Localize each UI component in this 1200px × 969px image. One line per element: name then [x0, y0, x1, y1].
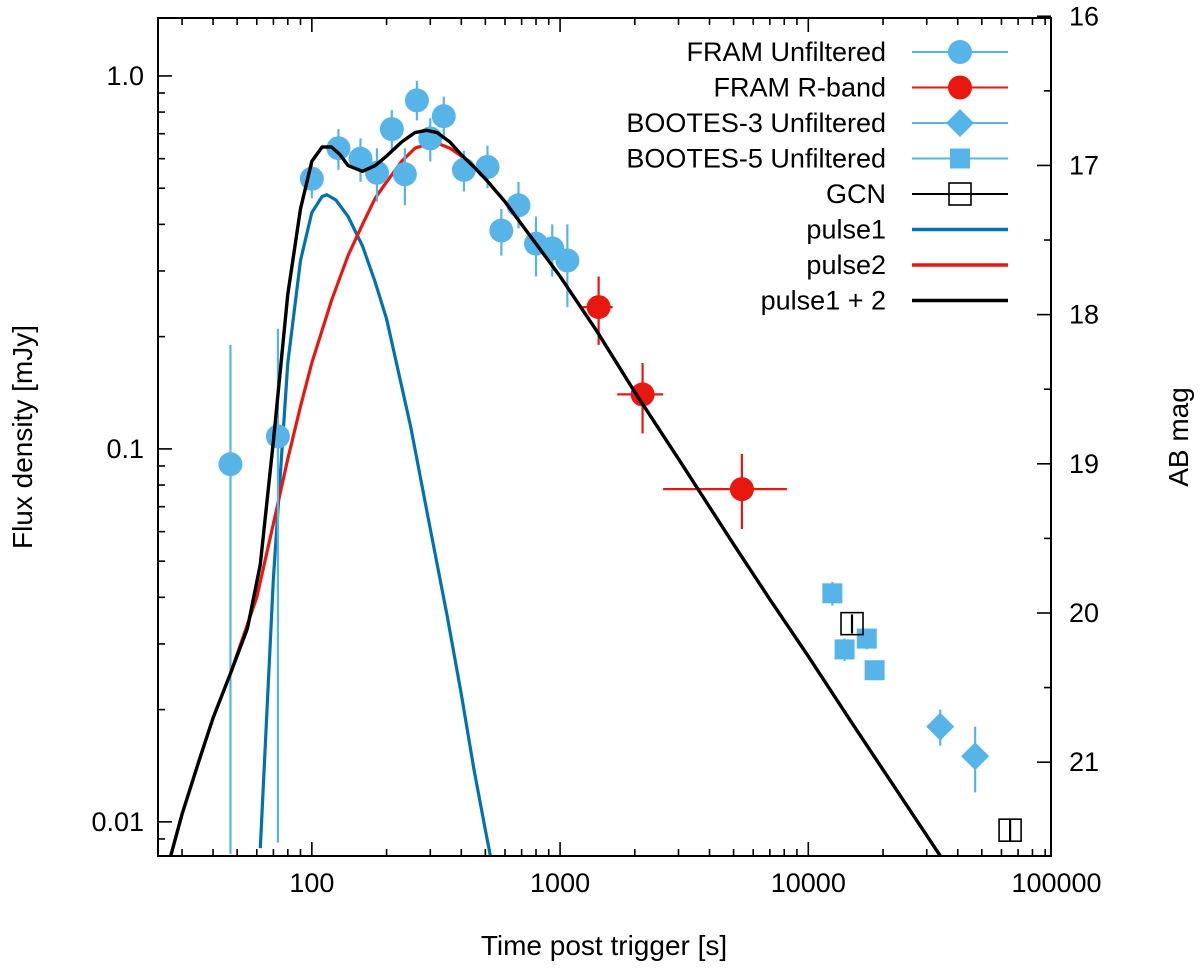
legend-label: FRAM Unfiltered [686, 37, 886, 67]
y2-axis-title: AB mag [1163, 387, 1194, 487]
axis-ticks [158, 15, 1051, 856]
legend-label: pulse1 [806, 215, 886, 245]
legend-label: FRAM R-band [713, 73, 886, 103]
data-point-fram-unfiltered [218, 452, 243, 477]
data-point-bootes-3-unfiltered [961, 742, 990, 771]
y-tick-label: 0.1 [106, 434, 144, 464]
data-point-fram-r-band [586, 295, 611, 320]
legend-marker-sample [948, 75, 972, 100]
legend-entry-fram-r-band: FRAM R-band [713, 73, 1008, 103]
y2-tick-label: 21 [1069, 747, 1099, 777]
x-tick-label: 100 [289, 868, 334, 898]
data-point-fram-unfiltered [431, 104, 456, 129]
data-point-fram-unfiltered [475, 154, 500, 179]
y2-tick-label: 20 [1069, 598, 1099, 628]
legend-entry-pulse1: pulse1 [806, 215, 1008, 245]
data-point-fram-unfiltered [555, 248, 580, 273]
data-point-bootes-5-unfiltered [856, 628, 877, 649]
data-point-fram-unfiltered [451, 157, 476, 182]
data-point-fram-unfiltered [299, 166, 324, 191]
legend-label: GCN [826, 179, 886, 209]
data-point-fram-unfiltered [326, 136, 351, 161]
legend-entry-bootes-5-unfiltered: BOOTES-5 Unfiltered [626, 144, 1008, 174]
legend-marker-sample [950, 148, 970, 169]
legend: FRAM Unfiltered FRAM R-band BOOTES-3 Unfil… [626, 37, 1008, 316]
legend-entry-fram-unfiltered: FRAM Unfiltered [686, 37, 1008, 67]
legend-entry-bootes-3-unfiltered: BOOTES-3 Unfiltered [626, 108, 1008, 138]
legend-label: BOOTES-3 Unfiltered [626, 108, 886, 138]
legend-marker-sample [946, 109, 974, 137]
data-point-fram-unfiltered [379, 117, 404, 142]
legend-marker-sample [948, 40, 972, 64]
y-tick-label: 0.01 [91, 807, 144, 837]
legend-label: BOOTES-5 Unfiltered [626, 144, 886, 174]
legend-entry-pulse1-2: pulse1 + 2 [761, 286, 1008, 316]
data-point-fram-r-band [630, 382, 655, 407]
y2-tick-label: 17 [1069, 150, 1099, 180]
x-axis-title: Time post trigger [s] [481, 930, 727, 961]
data-point-bootes-5-unfiltered [834, 639, 855, 660]
y-tick-label: 1.0 [106, 61, 144, 91]
plot-area [169, 80, 1022, 856]
y2-tick-label: 16 [1069, 1, 1099, 31]
y2-tick-label: 19 [1069, 449, 1099, 479]
data-point-fram-r-band [729, 477, 754, 502]
data-point-fram-unfiltered [392, 162, 417, 187]
y2-tick-label: 18 [1069, 300, 1099, 330]
legend-entry-pulse2: pulse2 [806, 250, 1008, 280]
x-tick-label: 100000 [1011, 868, 1101, 898]
data-point-bootes-5-unfiltered [822, 583, 843, 604]
series-line-pulse1-plus-2 [169, 128, 943, 856]
data-point-gcn [840, 611, 864, 636]
legend-marker-sample [948, 182, 972, 206]
data-point-bootes-5-unfiltered [864, 660, 885, 681]
data-point-fram-unfiltered [404, 88, 429, 113]
data-point-fram-unfiltered [265, 424, 290, 449]
x-tick-label: 1000 [530, 868, 590, 898]
data-point-bootes-3-unfiltered [926, 712, 955, 741]
data-point-gcn [998, 818, 1022, 842]
legend-label: pulse2 [806, 250, 886, 280]
tick-labels: 100 1000 10000 100000 0.01 0.1 1.0 16 17 18 19 20 21 [91, 1, 1101, 898]
series-line-pulse1 [258, 193, 493, 856]
legend-label: pulse1 + 2 [761, 286, 886, 316]
legend-entry-gcn: GCN [826, 179, 1008, 209]
data-point-fram-unfiltered [506, 193, 531, 218]
data-point-fram-unfiltered [348, 146, 373, 171]
x-tick-label: 10000 [771, 868, 846, 898]
plot-frame [157, 17, 1052, 857]
data-point-fram-unfiltered [489, 218, 514, 243]
y-axis-title: Flux density [mJy] [7, 325, 38, 549]
